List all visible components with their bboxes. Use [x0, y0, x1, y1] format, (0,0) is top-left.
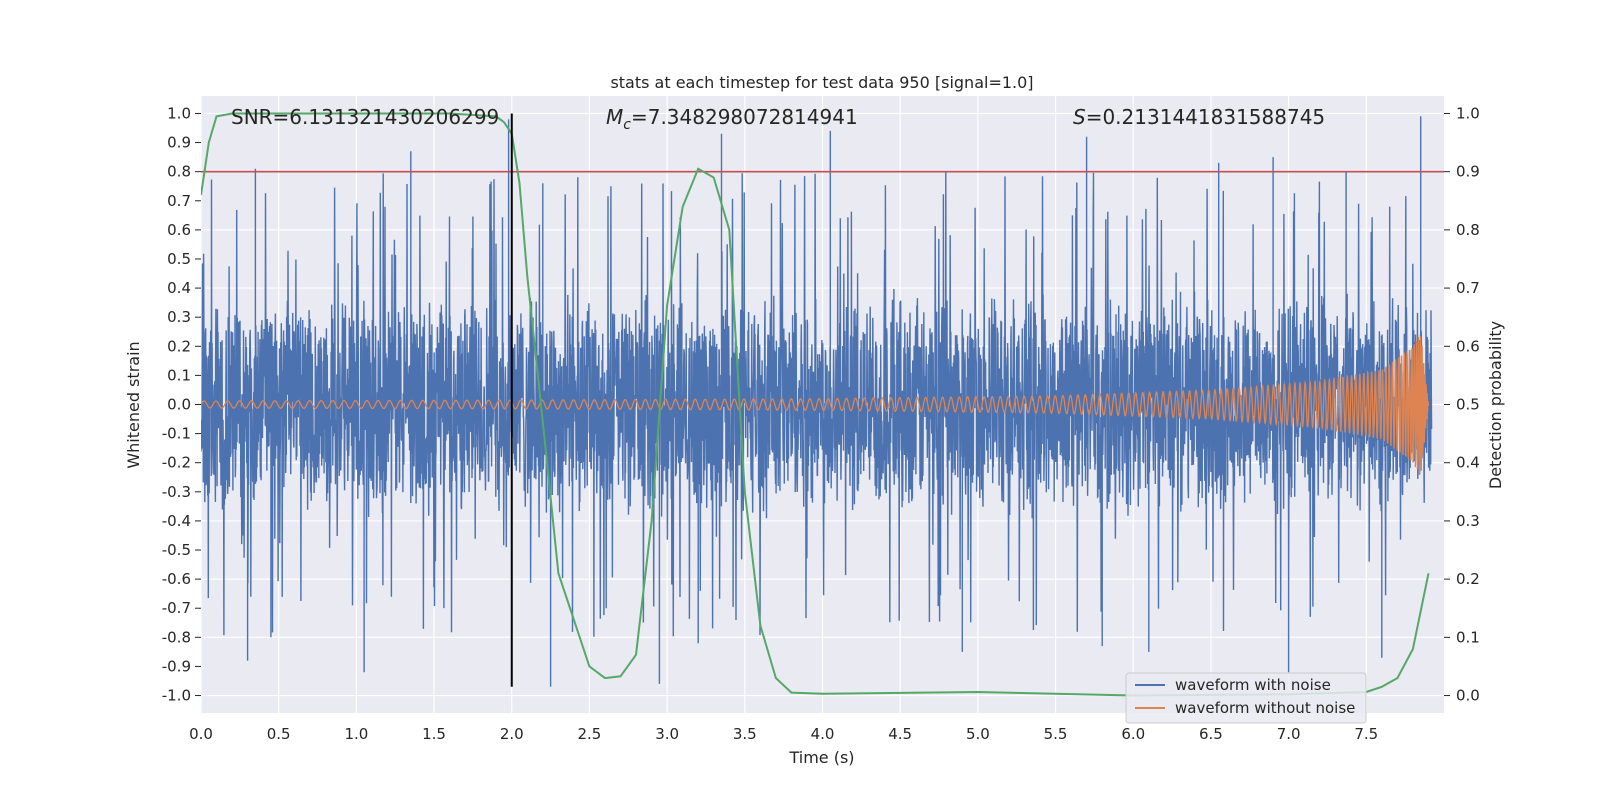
- annotation-s: S=0.2131441831588745: [1073, 105, 1325, 129]
- y-tick-label: 0.2: [167, 337, 191, 355]
- x-tick-label: 4.5: [888, 725, 912, 743]
- y-tick-label: -0.6: [162, 570, 191, 588]
- x-axis-label: Time (s): [788, 748, 854, 767]
- y2-axis-label: Detection probability: [1486, 321, 1505, 489]
- chart-title: stats at each timestep for test data 950…: [610, 73, 1033, 92]
- y2-tick-label: 0.9: [1456, 163, 1480, 181]
- y-tick-label: 0.3: [167, 308, 191, 326]
- x-tick-label: 7.0: [1277, 725, 1301, 743]
- x-tick-label: 2.5: [578, 725, 602, 743]
- y-tick-label: 0.5: [167, 250, 191, 268]
- y-tick-label: 0.6: [167, 221, 191, 239]
- x-tick-label: 2.0: [500, 725, 524, 743]
- y2-tick-label: 0.4: [1456, 454, 1480, 472]
- annotation-chirp-mass: Mc=7.348298072814941: [606, 105, 858, 133]
- y-tick-label: -0.9: [162, 657, 191, 675]
- s-symbol: S: [1073, 105, 1086, 129]
- y2-tick-label: 0.8: [1456, 221, 1480, 239]
- x-tick-label: 0.5: [267, 725, 291, 743]
- y-axis-ticks: 1.0 0.9 0.8 0.7 0.6 0.5 0.4 0.3 0.2 0.1 0.0 -0.1 -0.…: [162, 104, 201, 705]
- y2-axis-ticks: 1.0 0.9 0.8 0.7 0.6 0.5 0.4 0.3 0.2 0.1 0.0: [1444, 104, 1480, 705]
- y-tick-label: 0.1: [167, 366, 191, 384]
- y-tick-label: -1.0: [162, 687, 191, 705]
- series-line-waveform-with-noise: [201, 116, 1433, 687]
- chirp-mass-symbol: M: [606, 105, 623, 129]
- x-tick-label: 4.0: [811, 725, 835, 743]
- y-tick-label: -0.3: [162, 483, 191, 501]
- series-line-waveform-without-noise: [201, 334, 1430, 475]
- x-tick-label: 3.0: [655, 725, 679, 743]
- x-tick-label: 0.0: [189, 725, 213, 743]
- chirp-mass-subscript: c: [623, 117, 631, 133]
- y-tick-label: -0.1: [162, 425, 191, 443]
- s-value: =0.2131441831588745: [1086, 105, 1325, 129]
- x-tick-label: 5.0: [966, 725, 990, 743]
- y-tick-label: 0.4: [167, 279, 191, 297]
- y-tick-label: -0.2: [162, 454, 191, 472]
- y2-tick-label: 0.7: [1456, 279, 1480, 297]
- x-axis-ticks: 0.0 0.5 1.0 1.5 2.0 2.5 3.0 3.5 4.0 4.5 5.0 5.5 6.0 6…: [189, 725, 1378, 743]
- y-tick-label: 0.9: [167, 134, 191, 152]
- y-tick-label: 0.0: [167, 396, 191, 414]
- y-tick-label: -0.7: [162, 599, 191, 617]
- y2-tick-label: 0.5: [1456, 396, 1480, 414]
- y-tick-label: 1.0: [167, 104, 191, 122]
- plot-lines: [201, 112, 1444, 697]
- x-tick-label: 6.0: [1121, 725, 1145, 743]
- x-tick-label: 1.0: [344, 725, 368, 743]
- y2-tick-label: 1.0: [1456, 104, 1480, 122]
- y-tick-label: 0.7: [167, 192, 191, 210]
- legend-box: [1125, 672, 1367, 724]
- chirp-mass-value: =7.348298072814941: [631, 105, 858, 129]
- series-line-detection-probability: [201, 112, 1430, 697]
- y2-tick-label: 0.0: [1456, 687, 1480, 705]
- x-tick-label: 5.5: [1044, 725, 1068, 743]
- y-tick-label: -0.8: [162, 628, 191, 646]
- x-tick-label: 3.5: [733, 725, 757, 743]
- y-tick-label: -0.4: [162, 512, 191, 530]
- legend-label-clean: waveform without noise: [1175, 699, 1355, 717]
- y2-tick-label: 0.2: [1456, 570, 1480, 588]
- y2-tick-label: 0.1: [1456, 628, 1480, 646]
- y2-tick-label: 0.6: [1456, 337, 1480, 355]
- y-tick-label: -0.5: [162, 541, 191, 559]
- y-tick-label: 0.8: [167, 163, 191, 181]
- x-tick-label: 7.5: [1354, 725, 1378, 743]
- x-tick-label: 6.5: [1199, 725, 1223, 743]
- legend-label-noisy: waveform with noise: [1175, 676, 1331, 694]
- legend: waveform with noise waveform without noi…: [1125, 672, 1367, 724]
- annotation-snr: SNR=6.131321430206299: [231, 105, 499, 129]
- plot-area: [200, 96, 1444, 713]
- y2-tick-label: 0.3: [1456, 512, 1480, 530]
- x-tick-label: 1.5: [422, 725, 446, 743]
- y-axis-label: Whitened strain: [124, 341, 143, 468]
